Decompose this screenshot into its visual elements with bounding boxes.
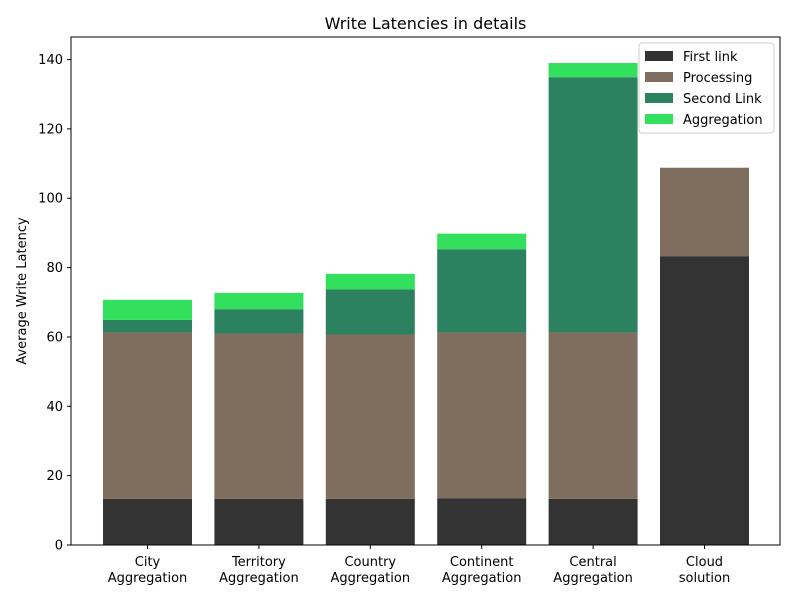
bar-segment-processing-4 xyxy=(548,332,638,499)
x-tick-label: Cloud solution xyxy=(679,555,730,586)
x-tick-label: City Aggregation xyxy=(108,555,188,586)
bar-segment-first-link-2 xyxy=(325,498,415,545)
bar-segment-second-link-1 xyxy=(214,309,304,334)
legend-swatch-first-link xyxy=(645,51,673,61)
bar-segment-second-link-4 xyxy=(548,77,638,333)
bar-segment-aggregation-4 xyxy=(548,63,638,78)
bar-segment-second-link-2 xyxy=(325,289,415,335)
y-tick-label: 140 xyxy=(38,53,63,68)
legend-swatch-aggregation xyxy=(645,114,673,124)
bar-segment-processing-3 xyxy=(437,332,527,499)
y-tick-label: 40 xyxy=(46,400,63,415)
plot-frame xyxy=(70,36,781,546)
bar-segment-first-link-3 xyxy=(437,498,527,545)
bar-segment-aggregation-0 xyxy=(103,299,192,320)
bar-segment-first-link-5 xyxy=(660,256,749,545)
bar-segment-processing-5 xyxy=(660,167,749,257)
legend-box xyxy=(638,42,775,134)
legend-label-processing: Processing xyxy=(683,71,752,86)
y-tick-label: 100 xyxy=(38,192,63,207)
bar-segment-aggregation-1 xyxy=(214,292,304,310)
bar-segment-processing-2 xyxy=(325,334,415,499)
x-tick-label: Territory Aggregation xyxy=(219,555,299,586)
bar-segment-first-link-4 xyxy=(548,498,638,545)
x-tick-label: Country Aggregation xyxy=(331,555,411,586)
legend-label-second-link: Second Link xyxy=(683,92,762,107)
x-tick-label: Central Aggregation xyxy=(553,555,633,586)
legend-swatch-second-link xyxy=(645,93,673,103)
bar-segment-aggregation-3 xyxy=(437,233,527,250)
legend-swatch-processing xyxy=(645,72,673,82)
bars-layer xyxy=(103,63,749,545)
legend-label-first-link: First link xyxy=(683,50,738,65)
legend-label-aggregation: Aggregation xyxy=(683,113,763,128)
bar-segment-second-link-0 xyxy=(103,319,192,333)
x-tick-label: Continent Aggregation xyxy=(442,555,522,586)
bar-segment-second-link-3 xyxy=(437,249,527,333)
y-tick-label: 0 xyxy=(55,539,63,554)
legend: First link Processing Second Link Aggregati… xyxy=(638,42,775,134)
chart-title: Write Latencies in details xyxy=(325,14,527,33)
bar-segment-first-link-1 xyxy=(214,498,304,545)
y-tick-label: 60 xyxy=(46,330,63,345)
y-tick-label: 120 xyxy=(38,122,63,137)
y-tick-label: 20 xyxy=(46,469,63,484)
bar-segment-processing-0 xyxy=(103,332,192,499)
y-axis-title: Average Write Latency xyxy=(15,217,30,365)
bar-segment-first-link-0 xyxy=(103,498,192,545)
bar-segment-aggregation-2 xyxy=(325,273,415,290)
bar-segment-processing-1 xyxy=(214,333,304,499)
y-tick-label: 80 xyxy=(46,261,63,276)
axes-layer: 0 20 40 60 80 100 120 140 City Aggregation Territo… xyxy=(38,36,781,586)
